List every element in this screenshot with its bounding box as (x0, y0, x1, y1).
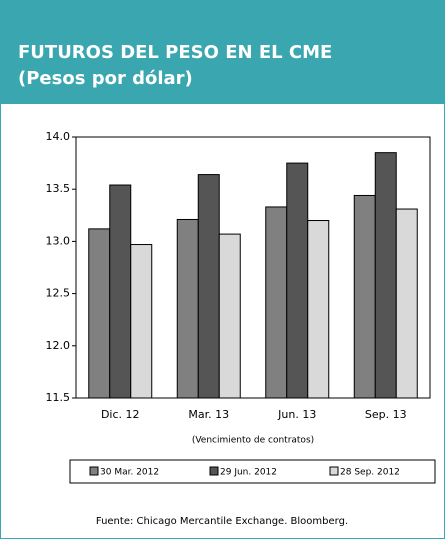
legend-box (69, 459, 436, 484)
bar (307, 220, 330, 399)
bar (374, 152, 397, 399)
y-tick-label: 11.5 (46, 391, 71, 404)
bar (286, 162, 309, 399)
x-tick-label: Mar. 13 (188, 408, 229, 421)
legend-label: 29 Jun. 2012 (220, 468, 277, 478)
bar (218, 233, 241, 399)
bar (88, 228, 111, 399)
legend-swatch (209, 466, 219, 476)
y-tick-label: 14.0 (46, 130, 71, 143)
y-tick-label: 12.0 (46, 339, 71, 352)
x-tick-label: Sep. 13 (365, 408, 407, 421)
bar (109, 184, 132, 399)
chart-subtitle: (Pesos por dólar) (18, 68, 193, 89)
header (0, 0, 445, 104)
bar (265, 206, 288, 399)
bar (130, 244, 153, 399)
bar (395, 208, 418, 399)
y-tick-label: 13.5 (46, 182, 71, 195)
x-tick-label: Dic. 12 (101, 408, 140, 421)
x-axis-label: (Vencimiento de contratos) (192, 436, 314, 446)
chart-title: FUTUROS DEL PESO EN EL CME (18, 42, 332, 63)
legend-swatch (329, 466, 339, 476)
y-tick-label: 13.0 (46, 234, 71, 247)
legend-swatch (89, 466, 99, 476)
source: Fuente: Chicago Mercantile Exchange. Blo… (96, 516, 348, 527)
bar (197, 174, 220, 399)
bar (176, 218, 199, 399)
y-tick-label: 12.5 (46, 287, 71, 300)
x-tick-label: Jun. 13 (277, 408, 316, 421)
bar (353, 194, 376, 399)
legend-label: 28 Sep. 2012 (340, 468, 400, 478)
legend-label: 30 Mar. 2012 (100, 468, 159, 478)
